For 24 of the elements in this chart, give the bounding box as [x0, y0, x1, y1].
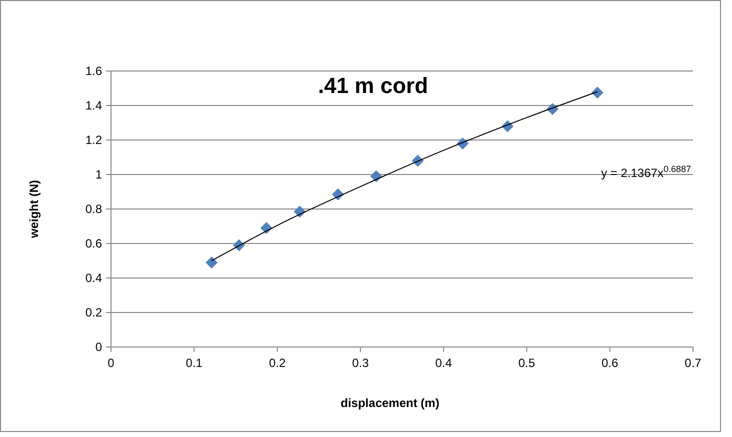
y-tick-label: 0.4: [85, 271, 102, 286]
y-tick-label: 1.6: [85, 64, 102, 78]
y-tick-label: 1: [95, 168, 102, 182]
x-axis-title: displacement (m): [340, 396, 440, 410]
y-tick-label: 0.2: [85, 306, 102, 320]
x-tick-label: 0.5: [518, 356, 536, 370]
x-tick-label: 0.2: [268, 356, 286, 370]
x-tick-label: 0.3: [352, 356, 370, 370]
x-tick-label: 0: [108, 356, 115, 370]
x-tick-label: 0.6: [602, 356, 619, 370]
x-tick-label: 0.7: [684, 356, 702, 370]
y-axis-title: weight (N): [27, 180, 41, 239]
y-tick-label: 0: [95, 340, 102, 354]
point: [370, 170, 382, 182]
y-tick-label: 1.2: [85, 133, 102, 148]
annotation: y = 2.1367x$^{0.6887}$: [601, 164, 691, 180]
point: [591, 86, 604, 99]
x-tick-label: 0.4: [435, 356, 452, 370]
y-tick-label: 0.6: [85, 236, 102, 251]
point: [206, 256, 218, 268]
y-tick-label: 1.4: [85, 98, 102, 113]
x-tick-label: 0.1: [186, 356, 203, 370]
chart-title: .41 m cord: [318, 73, 428, 98]
y-tick-label: 0.8: [85, 202, 102, 216]
